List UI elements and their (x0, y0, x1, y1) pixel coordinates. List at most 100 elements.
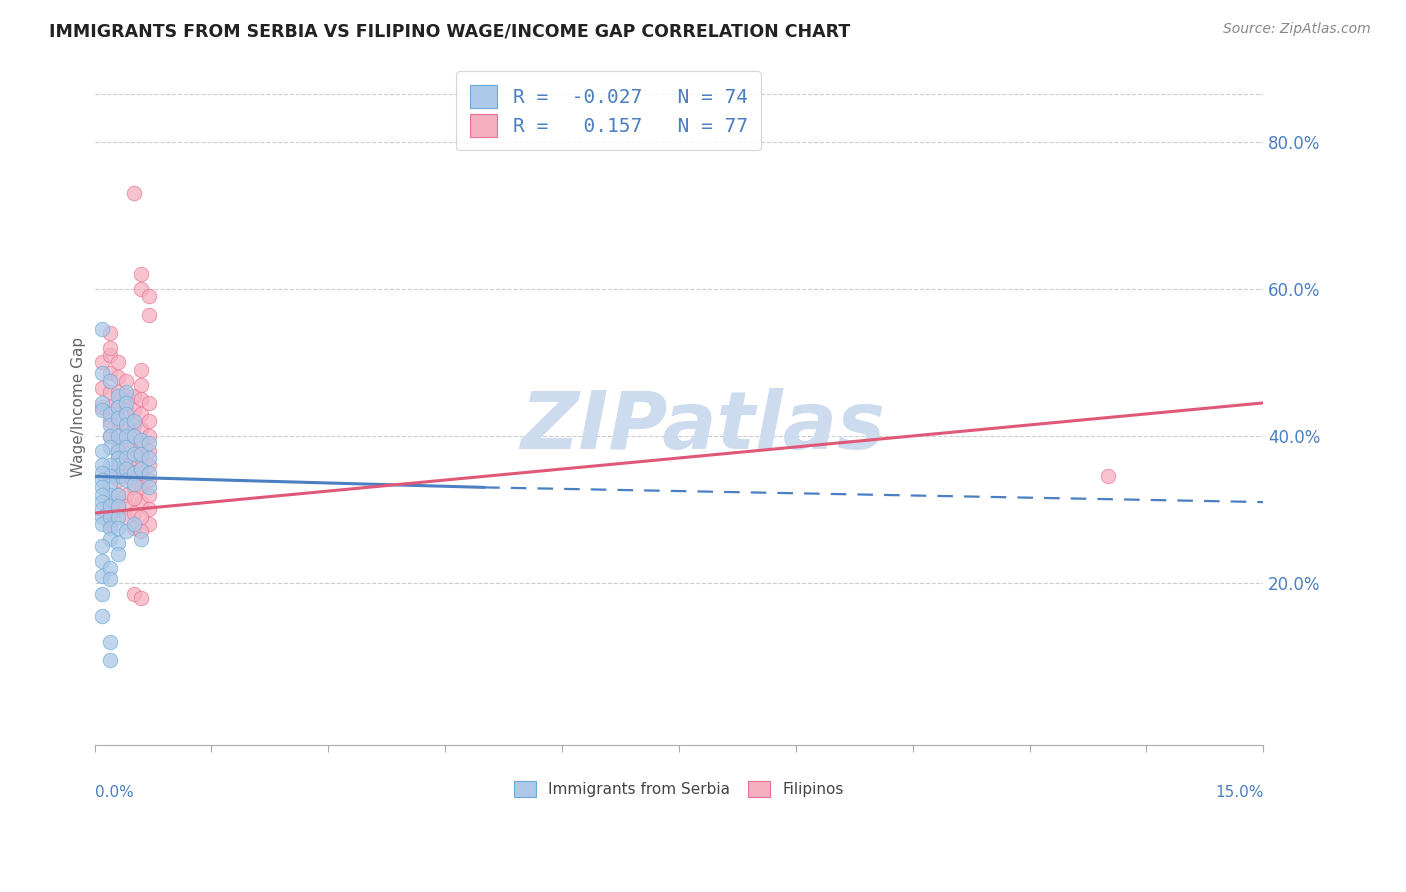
Point (107, 458, 129, 473)
Point (122, 521, 145, 535)
Point (98, 414, 121, 428)
Point (107, 502, 129, 516)
Point (138, 458, 160, 473)
Point (98, 521, 121, 535)
Point (91, 473, 114, 487)
Point (114, 396, 136, 410)
Point (131, 480, 153, 494)
Point (98, 476, 121, 491)
Point (91, 322, 114, 336)
Point (114, 384, 136, 399)
Point (98, 653, 121, 667)
Point (91, 502, 114, 516)
Point (98, 532, 121, 546)
Point (98, 488, 121, 502)
Point (114, 440, 136, 454)
Point (98, 400, 121, 414)
Point (122, 517, 145, 532)
Point (98, 458, 121, 473)
Point (98, 384, 121, 399)
Point (91, 367, 114, 381)
Point (98, 326, 121, 340)
Point (114, 509, 136, 524)
Point (114, 447, 136, 461)
Point (122, 466, 145, 480)
Point (122, 587, 145, 601)
Text: 0.0%: 0.0% (94, 785, 134, 800)
Point (114, 469, 136, 483)
Point (138, 502, 160, 516)
Point (107, 410, 129, 425)
Point (98, 495, 121, 509)
Point (107, 400, 129, 414)
Y-axis label: Wage/Income Gap: Wage/Income Gap (72, 336, 86, 476)
Point (107, 488, 129, 502)
Point (138, 308, 160, 322)
Point (122, 491, 145, 506)
Point (1097, 469, 1119, 483)
Point (138, 450, 160, 465)
Point (131, 532, 153, 546)
Point (107, 429, 129, 443)
Point (114, 488, 136, 502)
Point (138, 396, 160, 410)
Point (114, 407, 136, 421)
Point (114, 403, 136, 417)
Point (122, 450, 145, 465)
Point (98, 499, 121, 513)
Point (114, 499, 136, 513)
Point (122, 480, 145, 494)
Point (107, 440, 129, 454)
Point (91, 443, 114, 458)
Point (98, 561, 121, 575)
Point (107, 488, 129, 502)
Point (131, 462, 153, 476)
Point (107, 462, 129, 476)
Point (114, 417, 136, 432)
Point (91, 466, 114, 480)
Point (91, 403, 114, 417)
Point (131, 377, 153, 392)
Point (107, 429, 129, 443)
Point (122, 414, 145, 428)
Point (131, 495, 153, 509)
Point (114, 473, 136, 487)
Point (107, 469, 129, 483)
Point (114, 433, 136, 447)
Point (122, 388, 145, 402)
Point (122, 429, 145, 443)
Point (138, 429, 160, 443)
Point (107, 547, 129, 561)
Point (131, 466, 153, 480)
Point (107, 509, 129, 524)
Point (107, 370, 129, 384)
Point (91, 488, 114, 502)
Text: IMMIGRANTS FROM SERBIA VS FILIPINO WAGE/INCOME GAP CORRELATION CHART: IMMIGRANTS FROM SERBIA VS FILIPINO WAGE/… (49, 22, 851, 40)
Point (98, 469, 121, 483)
Point (98, 374, 121, 388)
Point (114, 462, 136, 476)
Point (98, 509, 121, 524)
Point (131, 447, 153, 461)
Point (131, 436, 153, 450)
Point (114, 429, 136, 443)
Point (91, 539, 114, 553)
Point (91, 480, 114, 494)
Point (98, 506, 121, 520)
Point (138, 480, 160, 494)
Point (91, 554, 114, 568)
Point (91, 509, 114, 524)
Point (91, 355, 114, 369)
Point (122, 403, 145, 417)
Legend: Immigrants from Serbia, Filipinos: Immigrants from Serbia, Filipinos (506, 773, 851, 805)
Point (114, 450, 136, 465)
Point (138, 289, 160, 303)
Point (98, 407, 121, 421)
Point (122, 447, 145, 461)
Point (131, 407, 153, 421)
Point (138, 466, 160, 480)
Point (107, 473, 129, 487)
Point (107, 521, 129, 535)
Point (91, 381, 114, 395)
Point (91, 609, 114, 624)
